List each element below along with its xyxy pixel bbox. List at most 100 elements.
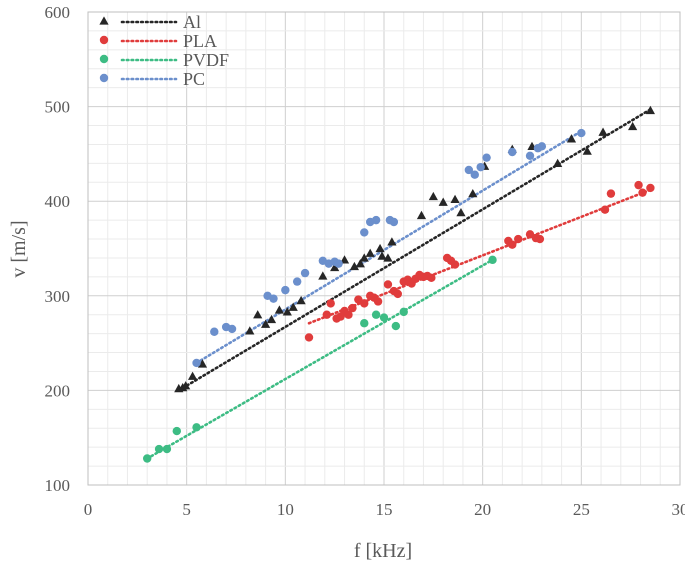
trendline-pla xyxy=(307,188,652,325)
data-point xyxy=(192,358,201,368)
data-point xyxy=(387,237,397,246)
data-point xyxy=(600,205,610,214)
legend-marker xyxy=(99,54,109,64)
data-point xyxy=(210,327,219,336)
data-point xyxy=(456,207,466,217)
data-point xyxy=(334,259,343,268)
data-point xyxy=(373,297,383,306)
data-point xyxy=(638,188,647,197)
y-tick-label: 200 xyxy=(45,381,71,400)
legend-label: PC xyxy=(183,69,205,89)
data-point xyxy=(553,158,563,168)
x-tick-label: 20 xyxy=(474,500,491,519)
legend-item-al: Al xyxy=(99,12,201,32)
data-point xyxy=(508,147,517,157)
data-point xyxy=(227,324,237,334)
data-point xyxy=(349,261,359,271)
x-axis-ticks: 0 5 10 15 20 25 30 xyxy=(84,500,685,519)
data-point xyxy=(438,197,448,206)
x-tick-label: 25 xyxy=(573,500,590,519)
data-point xyxy=(513,234,523,244)
data-point xyxy=(428,191,438,201)
x-tick-label: 0 xyxy=(84,500,93,519)
data-point xyxy=(355,259,365,268)
x-tick-label: 5 xyxy=(182,500,191,519)
data-point xyxy=(360,319,369,328)
data-point xyxy=(330,262,340,272)
series-pc xyxy=(192,128,586,368)
data-point xyxy=(344,310,353,319)
data-point xyxy=(172,426,181,436)
data-point xyxy=(360,299,369,308)
trendline-al xyxy=(177,108,652,392)
data-point xyxy=(645,105,655,115)
data-point xyxy=(245,326,255,335)
legend-label: PLA xyxy=(183,31,217,51)
y-tick-label: 100 xyxy=(45,476,71,495)
data-point xyxy=(377,251,387,260)
series-pla xyxy=(304,180,655,342)
data-point xyxy=(266,314,277,324)
data-point xyxy=(253,310,263,319)
legend-label: PVDF xyxy=(183,50,229,70)
trendlines xyxy=(145,108,652,460)
data-point xyxy=(359,253,369,262)
data-point xyxy=(322,310,331,319)
legend-marker xyxy=(99,35,109,45)
data-point xyxy=(393,289,403,299)
data-point xyxy=(389,217,399,227)
data-point xyxy=(348,303,357,313)
data-point xyxy=(365,248,375,257)
data-point xyxy=(508,240,517,249)
data-point xyxy=(464,165,474,175)
data-point xyxy=(450,260,460,269)
data-point xyxy=(488,255,497,265)
data-point xyxy=(269,294,278,303)
data-point xyxy=(282,307,292,316)
data-point xyxy=(143,454,152,463)
x-tick-label: 10 xyxy=(277,500,294,519)
y-axis-title: v [m/s] xyxy=(8,220,30,277)
data-point xyxy=(261,319,271,328)
data-point xyxy=(371,310,381,319)
data-point xyxy=(187,371,198,380)
data-point xyxy=(281,285,290,295)
x-axis-title: f [kHz] xyxy=(354,540,412,562)
data-point xyxy=(339,255,350,264)
y-tick-label: 300 xyxy=(45,287,71,306)
data-point xyxy=(566,134,577,143)
data-point xyxy=(450,194,460,203)
data-point xyxy=(646,183,655,193)
legend-marker xyxy=(99,73,109,83)
data-point xyxy=(154,444,164,454)
data-point xyxy=(399,307,408,317)
data-point xyxy=(318,271,328,280)
grid xyxy=(87,11,681,486)
legend-item-pla: PLA xyxy=(99,31,217,51)
data-point xyxy=(181,381,191,390)
data-point xyxy=(375,243,385,253)
legend-item-pc: PC xyxy=(99,69,205,89)
trendline-pc xyxy=(195,129,583,365)
data-point xyxy=(326,299,335,308)
data-points xyxy=(143,105,655,463)
data-point xyxy=(292,277,302,286)
data-point xyxy=(371,215,381,225)
data-point xyxy=(304,333,314,342)
data-point xyxy=(391,321,401,331)
data-point xyxy=(427,273,436,283)
data-point xyxy=(482,153,491,162)
data-point xyxy=(383,280,393,289)
data-point xyxy=(628,121,638,131)
plot-area xyxy=(87,11,681,486)
data-point xyxy=(606,189,616,198)
y-tick-label: 600 xyxy=(45,3,71,22)
series-al xyxy=(174,105,655,393)
data-point xyxy=(288,302,298,311)
y-axis-ticks: 100 200 300 400 500 600 xyxy=(45,3,71,495)
legend-marker xyxy=(99,16,109,25)
trendline-pvdf xyxy=(145,258,494,460)
data-point xyxy=(634,180,643,190)
